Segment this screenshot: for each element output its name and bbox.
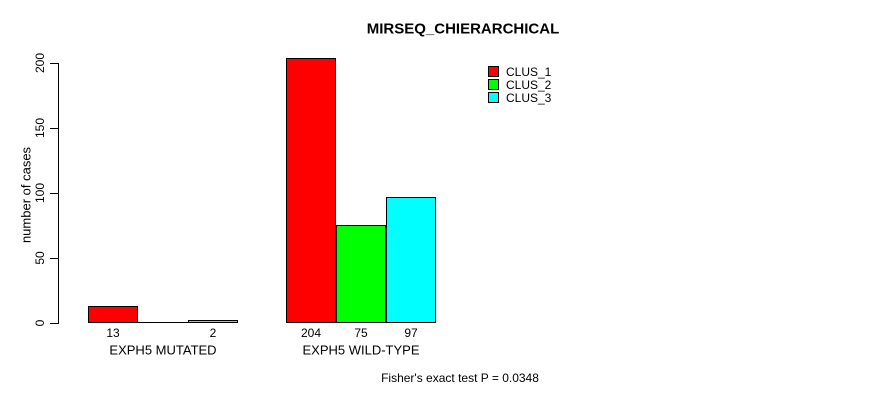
legend-swatch-icon xyxy=(488,66,499,77)
annotation-text: Fisher's exact test P = 0.0348 xyxy=(381,371,539,385)
chart-title: MIRSEQ_CHIERARCHICAL xyxy=(366,20,560,38)
legend-label: CLUS_3 xyxy=(506,90,552,105)
y-axis-line xyxy=(58,63,59,324)
y-tick-label: 100 xyxy=(33,182,47,204)
legend-label: CLUS_2 xyxy=(506,77,552,92)
legend-swatch-icon xyxy=(488,79,499,90)
y-tick-label: 150 xyxy=(33,117,47,139)
bar-value-label: 13 xyxy=(106,326,120,340)
bar-value-label: 97 xyxy=(404,326,418,340)
bar-clus-1-exph5-wild-type xyxy=(286,58,336,323)
y-axis-title: number of cases xyxy=(18,146,34,244)
y-tick xyxy=(50,193,58,194)
legend-item-clus-2: CLUS_2 xyxy=(488,77,552,92)
legend-label: CLUS_1 xyxy=(506,64,552,79)
legend-item-clus-3: CLUS_3 xyxy=(488,90,552,105)
category-label-exph5-wild-type: EXPH5 WILD-TYPE xyxy=(302,342,420,358)
bar-clus-1-exph5-mutated xyxy=(88,306,138,323)
y-tick xyxy=(50,128,58,129)
legend-swatch-icon xyxy=(488,92,499,103)
y-tick-label: 50 xyxy=(33,251,47,265)
y-tick-label: 0 xyxy=(33,319,47,327)
bar-value-label: 204 xyxy=(300,326,322,340)
category-label-exph5-mutated: EXPH5 MUTATED xyxy=(109,342,217,358)
y-tick-label: 200 xyxy=(33,52,47,74)
bar-clus-3-exph5-mutated xyxy=(188,320,238,323)
legend: CLUS_1 CLUS_2 CLUS_3 xyxy=(488,64,552,105)
y-tick xyxy=(50,323,58,324)
legend-item-clus-1: CLUS_1 xyxy=(488,64,552,79)
bar-clus-2-exph5-mutated xyxy=(138,322,188,323)
bar-value-label: 2 xyxy=(209,326,217,340)
y-tick xyxy=(50,258,58,259)
y-tick xyxy=(50,63,58,64)
bar-clus-2-exph5-wild-type xyxy=(336,225,386,323)
bar-clus-3-exph5-wild-type xyxy=(386,197,436,323)
bar-value-label: 75 xyxy=(354,326,368,340)
